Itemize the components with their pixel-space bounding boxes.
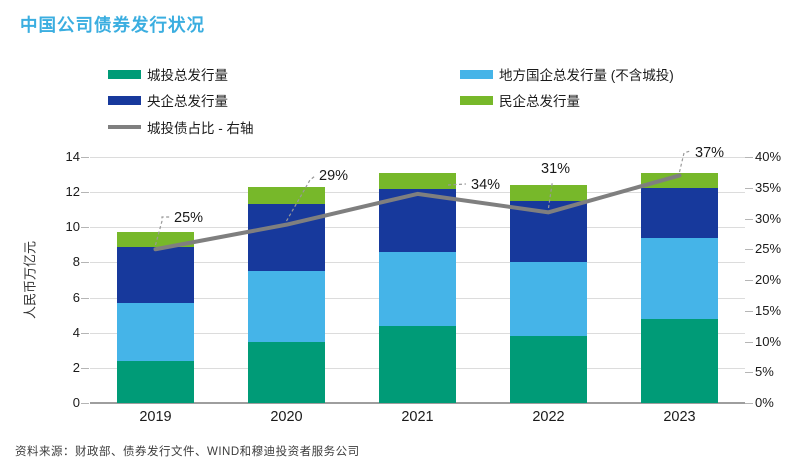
leader-line — [547, 180, 554, 209]
line-overlay: 25% 29% 34% 31% 37% — [153, 145, 724, 252]
line-point-label: 25% — [174, 210, 203, 226]
left-tick-mark — [81, 367, 89, 369]
source-note: 资料来源：财政部、债券发行文件、WIND和穆迪投资者服务公司 — [15, 446, 360, 458]
left-tick-mark — [81, 157, 89, 158]
bar-segment — [117, 302, 194, 361]
left-tick-label: 8 — [72, 254, 80, 270]
right-tick-label: 40% — [755, 149, 782, 164]
left-tick-label: 6 — [72, 289, 80, 305]
left-tick-label: 0 — [72, 395, 80, 410]
legend-line-swatch — [108, 125, 141, 129]
right-tick-mark — [745, 249, 753, 251]
x-axis-label: 2020 — [270, 409, 303, 425]
bar-segment — [510, 336, 587, 403]
left-tick-mark — [81, 403, 89, 404]
legend-label: 城投总发行量 — [147, 68, 228, 83]
bar-segment — [248, 341, 325, 403]
line-point-label: 29% — [319, 168, 348, 184]
left-tick-mark — [81, 332, 89, 334]
bar-segment — [379, 251, 456, 326]
bar-segment — [117, 360, 194, 403]
legend-label: 城投债占比 - 右轴 — [147, 121, 254, 136]
axis-baseline — [90, 402, 745, 404]
leader-line — [154, 216, 170, 246]
right-tick-mark — [745, 218, 753, 220]
right-tick-mark — [745, 403, 753, 404]
line-point-label: 37% — [695, 145, 724, 161]
bar-segment — [248, 204, 325, 272]
right-tick-label: 5% — [755, 364, 774, 380]
right-tick-mark — [745, 341, 753, 343]
right-tick-mark — [745, 310, 753, 312]
right-tick-label: 15% — [755, 302, 782, 318]
grid-line — [90, 157, 745, 158]
bar-segment — [641, 187, 718, 238]
legend-label: 地方国企总发行量 (不含城投) — [499, 68, 674, 83]
legend-item: 地方国企总发行量 (不含城投) — [460, 64, 674, 84]
bar-segment — [641, 172, 718, 188]
left-tick-mark — [81, 192, 89, 194]
legend-label: 民企总发行量 — [499, 94, 580, 109]
right-tick-label: 10% — [755, 333, 782, 349]
right-tick-mark — [745, 372, 753, 374]
right-tick-label: 0% — [755, 395, 774, 410]
line-point-label: 34% — [471, 177, 500, 193]
bar-segment — [379, 172, 456, 189]
x-axis-label: 2019 — [139, 409, 172, 425]
left-tick-mark — [81, 227, 89, 229]
trend-line — [153, 173, 682, 252]
legend-color-swatch — [108, 69, 141, 79]
right-tick-label: 20% — [755, 272, 782, 287]
right-tick-mark — [745, 187, 753, 189]
page-title: 中国公司债券发行状况 — [20, 15, 205, 35]
bar-segment — [641, 237, 718, 319]
bar-segment — [510, 262, 587, 337]
bar-segment — [117, 246, 194, 303]
right-tick-mark — [745, 280, 753, 281]
bar-segment — [641, 318, 718, 403]
legend-label: 央企总发行量 — [147, 94, 228, 109]
x-axis-label: 2022 — [532, 409, 565, 425]
legend-color-swatch — [108, 95, 141, 105]
leader-line — [447, 183, 467, 186]
bar-segment — [117, 231, 194, 247]
plot-area: 25% 29% 34% 31% 37% — [90, 145, 745, 404]
y-axis-title: 人民币万亿元 — [22, 240, 38, 320]
right-tick-label: 35% — [755, 179, 782, 195]
left-tick-label: 4 — [72, 324, 80, 340]
left-tick-mark — [81, 262, 89, 264]
left-tick-mark — [81, 297, 89, 299]
bar-segment — [379, 325, 456, 403]
bar-segment — [248, 271, 325, 342]
bar — [248, 186, 325, 403]
leader-line — [678, 150, 691, 173]
bar-segment — [248, 186, 325, 205]
bar-segment — [510, 185, 587, 201]
right-tick-label: 30% — [755, 210, 782, 226]
x-axis-label: 2023 — [663, 409, 696, 425]
right-tick-mark — [745, 157, 753, 158]
left-tick-label: 10 — [65, 219, 80, 235]
leader-line — [285, 175, 316, 222]
right-tick-label: 25% — [755, 241, 782, 257]
x-axis-label: 2021 — [401, 409, 434, 425]
left-tick-label: 14 — [65, 149, 80, 164]
legend-item: 城投总发行量 — [108, 64, 228, 84]
legend-item: 央企总发行量 — [108, 90, 228, 110]
legend-item: 城投债占比 - 右轴 — [108, 117, 254, 137]
left-tick-label: 2 — [72, 359, 80, 375]
bar — [117, 231, 194, 403]
legend-color-swatch — [460, 95, 493, 105]
left-tick-label: 12 — [65, 184, 80, 200]
bar — [641, 172, 718, 403]
line-point-label: 31% — [541, 161, 570, 177]
legend-item: 民企总发行量 — [460, 90, 580, 110]
legend-color-swatch — [460, 69, 493, 79]
